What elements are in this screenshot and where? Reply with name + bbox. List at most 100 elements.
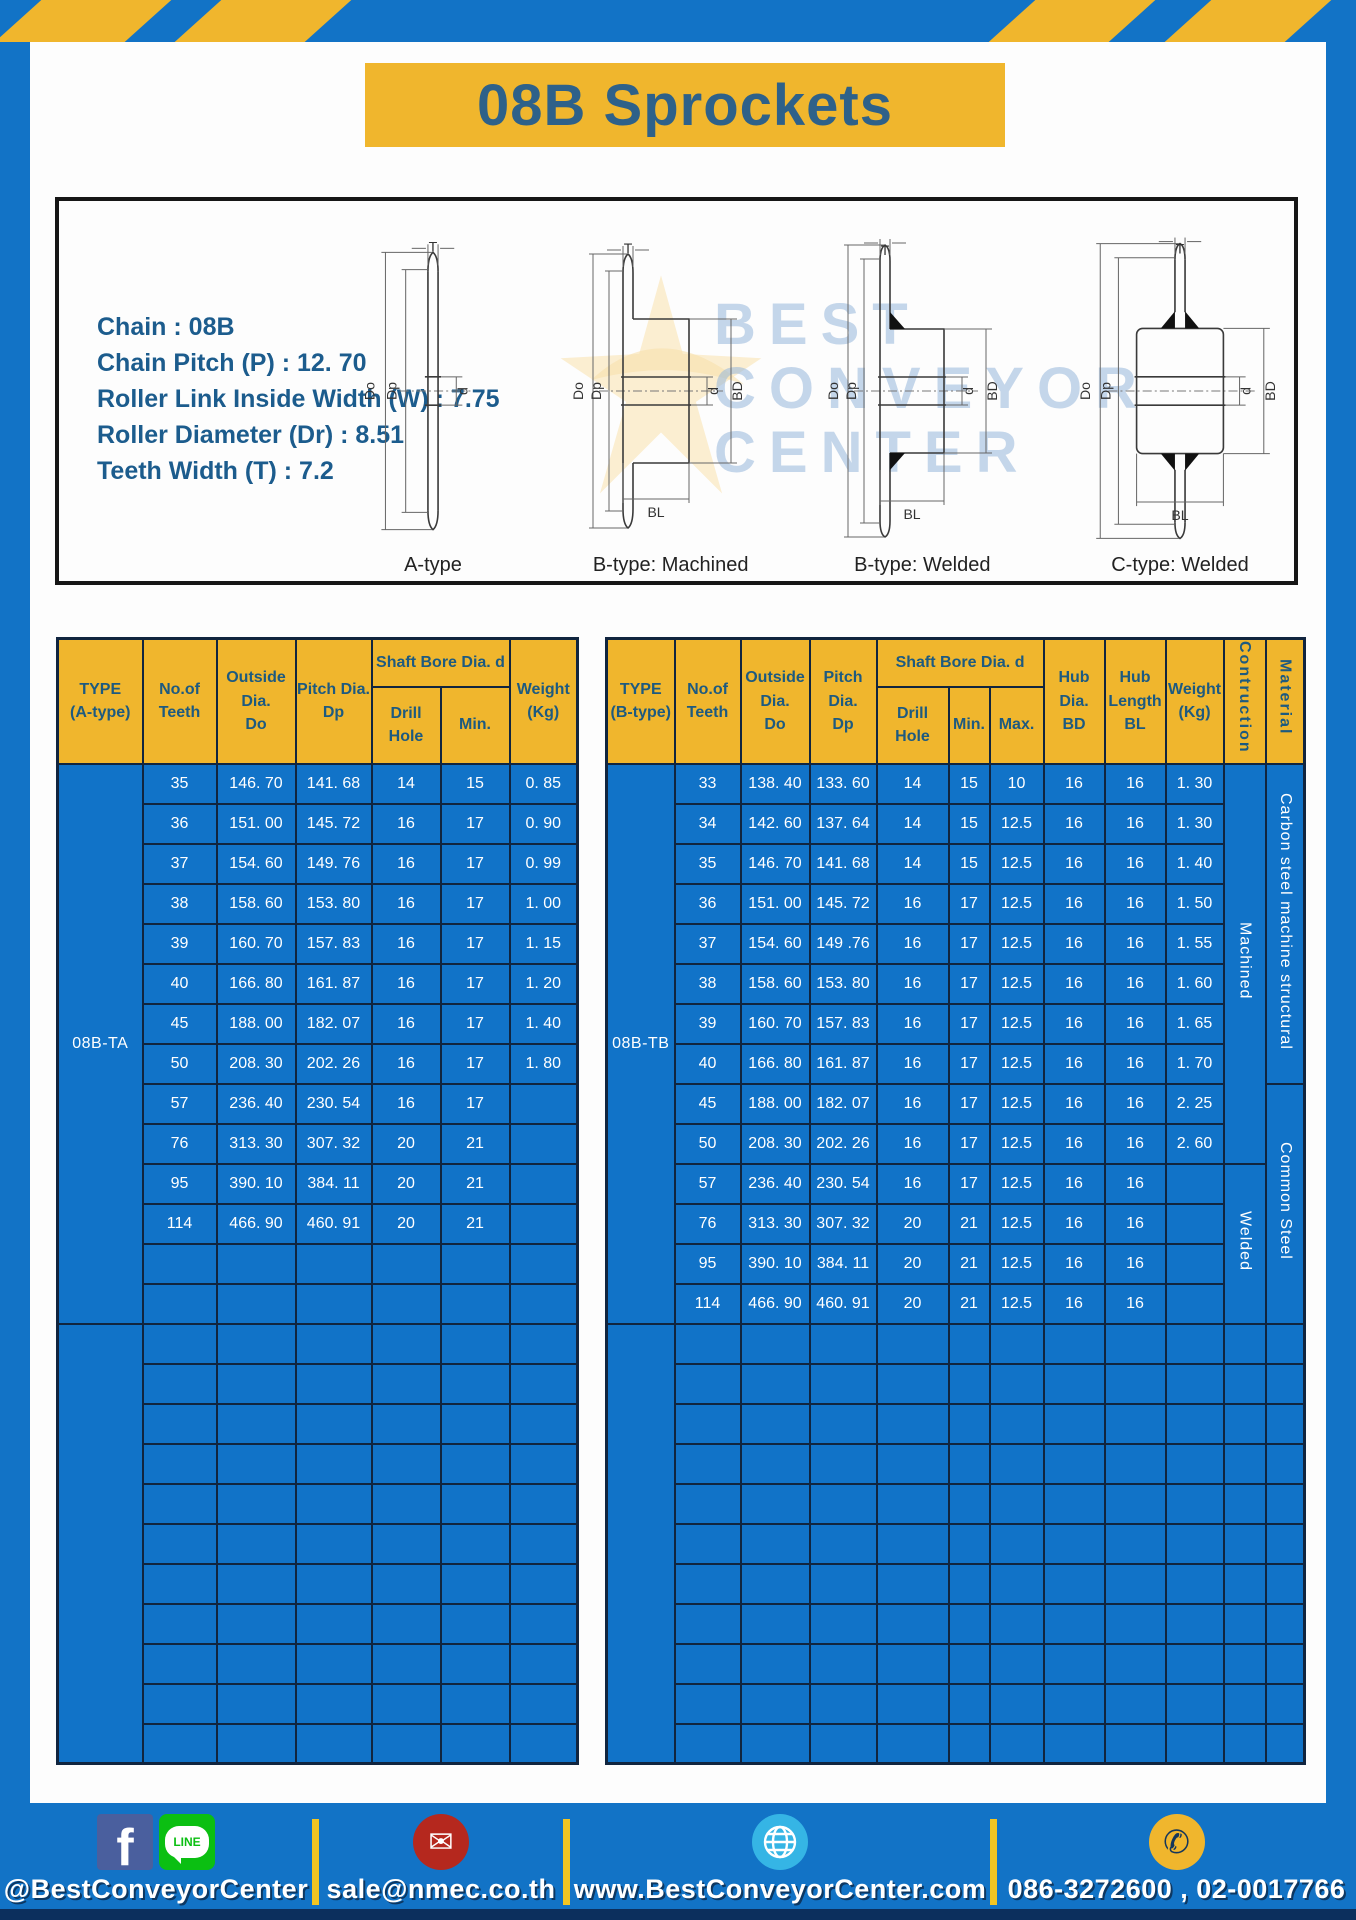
data-cell [673,1482,742,1525]
data-cell: 16 [1103,882,1167,925]
globe-icon[interactable] [752,1814,808,1870]
data-cell [215,1242,297,1285]
data-cell: 1. 55 [1164,922,1225,965]
dim-label-do: Do [571,382,586,400]
data-cell: 20 [875,1202,950,1245]
data-cell [1222,1482,1267,1525]
table-a-type-grid: TYPE (A-type) No.of Teeth Outside Dia. Do P… [56,637,579,1765]
material-cell: Carbon steel machine structural [1264,762,1306,1085]
facebook-icon[interactable]: f [97,1814,153,1870]
table-row: 37 154. 60 149. 76 16 17 0. 99 [58,842,579,885]
data-cell [988,1642,1045,1685]
data-cell [1222,1442,1267,1485]
data-cell: 157. 83 [808,1002,878,1045]
data-cell: 313. 30 [215,1122,297,1165]
header-subrow: Drill Hole Min. [58,685,578,765]
dim-label-bl: BL [904,506,921,522]
data-cell: 460. 91 [808,1282,878,1325]
dim-label-dp: Dp [1097,382,1113,400]
dim-label-d: d [705,387,721,395]
data-cell: 384. 11 [294,1162,373,1205]
data-cell [875,1482,950,1525]
data-cell [370,1442,442,1485]
data-cell [439,1562,511,1605]
data-cell: 12.5 [988,1162,1045,1205]
data-cell [1042,1442,1106,1485]
data-cell: 0. 85 [508,762,579,805]
data-cell [947,1722,991,1765]
data-cell: 1. 30 [1164,762,1225,805]
data-cell: 21 [439,1202,511,1245]
data-cell [1103,1642,1167,1685]
table-b-type: TYPE (B-type) No.of Teeth Outside Dia. Do P… [605,637,1307,1765]
data-cell: 16 [1042,1002,1106,1045]
table-row: 36 151. 00 145. 72 16 17 12.5 16 16 1. 50 [607,882,1305,925]
data-cell: 182. 07 [294,1002,373,1045]
data-cell: 21 [439,1122,511,1165]
footer-divider [312,1818,319,1905]
data-cell [1264,1322,1306,1365]
data-cell [1164,1642,1225,1685]
data-cell [370,1642,442,1685]
data-cell [875,1362,950,1405]
data-cell [673,1642,742,1685]
data-cell [508,1162,579,1205]
data-cell: 16 [1042,1122,1106,1165]
table-row-empty [58,1482,579,1525]
construction-cell: Welded [1222,1162,1267,1325]
diagram-caption: B-type: Welded [854,554,991,576]
data-cell: 466. 90 [739,1282,811,1325]
data-cell [673,1442,742,1485]
yellow-stripe [170,0,356,42]
data-cell [947,1642,991,1685]
table-row-empty [607,1722,1306,1765]
table-row-empty [58,1562,579,1605]
data-cell [947,1362,991,1405]
phone-icon[interactable]: ✆ [1148,1814,1205,1870]
data-cell [215,1642,297,1685]
column-header: Shaft Bore Dia. d [370,637,511,688]
table-row-empty [58,1362,579,1405]
table-row: 38 158. 60 153. 80 16 17 1. 00 [58,882,579,925]
data-cell [141,1682,218,1725]
dim-label-bd: BD [729,381,745,400]
data-cell: 40 [141,962,218,1005]
data-cell: 21 [947,1202,991,1245]
table-row-empty [607,1442,1306,1485]
data-cell: 36 [673,882,742,925]
data-cell [988,1322,1045,1365]
data-cell [1103,1482,1167,1525]
data-cell: 35 [141,762,218,805]
data-cell: 45 [141,1002,218,1045]
data-cell [875,1602,950,1645]
data-cell [739,1362,811,1405]
data-cell [1222,1362,1267,1405]
data-cell [294,1242,373,1285]
data-cell: 166. 80 [215,962,297,1005]
data-cell [141,1282,218,1325]
column-header: No.of Teeth [673,637,742,765]
column-header: Hub Dia. BD [1042,637,1106,765]
data-cell [875,1322,950,1365]
data-cell [370,1282,442,1325]
dim-label-do: Do [1077,382,1093,400]
data-cell: 16 [1103,1122,1167,1165]
dim-label-do: Do [362,382,378,400]
table-row: 39 160. 70 157. 83 16 17 12.5 16 16 1. 65 [607,1002,1305,1045]
footer-divider [563,1818,570,1905]
column-header: Pitch Dia. Dp [808,637,878,765]
data-cell [1042,1642,1106,1685]
table-row-empty [58,1682,579,1725]
data-cell: 21 [947,1242,991,1285]
table-row: 39 160. 70 157. 83 16 17 1. 15 [58,922,579,965]
footer-social-section: f LINE @BestConveyorCenter [0,1803,312,1920]
line-icon[interactable]: LINE [159,1814,215,1870]
data-cell: 158. 60 [739,962,811,1005]
data-cell: 16 [1042,842,1106,885]
data-cell [141,1722,218,1765]
data-cell: 39 [673,1002,742,1045]
email-icon[interactable]: ✉ [413,1814,469,1870]
data-cell [439,1722,511,1765]
data-cell [508,1242,579,1285]
data-cell: 38 [141,882,218,925]
